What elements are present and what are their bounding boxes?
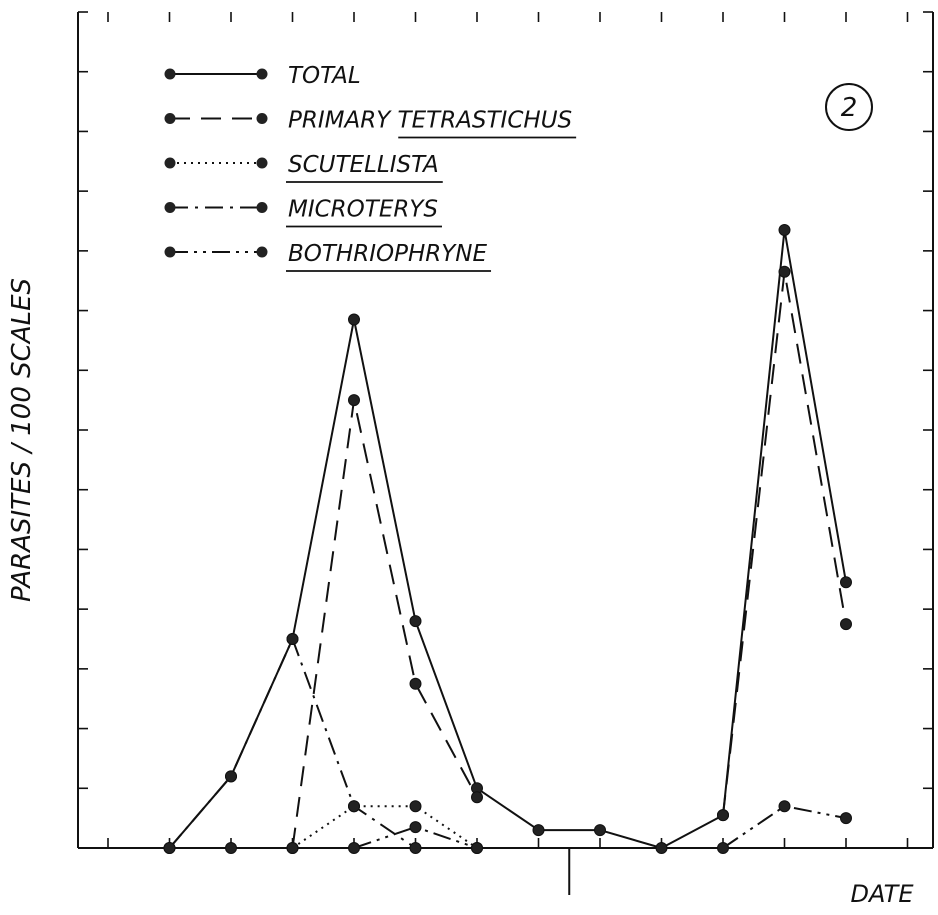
data-points <box>163 223 852 854</box>
data-point <box>286 842 299 854</box>
series-line-5 <box>722 270 847 816</box>
data-point <box>655 842 668 854</box>
x-axis-label: DATE <box>851 880 915 908</box>
panel-label: 2 <box>825 83 873 131</box>
data-point <box>717 809 729 822</box>
data-point <box>409 842 422 854</box>
legend-swatch-point <box>256 157 268 169</box>
series-line-2 <box>291 805 478 849</box>
data-point <box>409 615 422 628</box>
series-lines <box>168 229 847 849</box>
legend-swatch-point <box>164 246 176 258</box>
data-point <box>286 633 299 645</box>
axis-labels: PARASITES / 100 SCALES DATE <box>7 278 914 908</box>
series-line-4 <box>353 826 478 849</box>
data-point <box>840 618 852 631</box>
data-point <box>163 842 176 854</box>
data-point <box>348 842 360 854</box>
legend-label-text: SCUTELLISTA <box>288 152 439 178</box>
legend-label-text: PRIMARY <box>288 108 392 134</box>
data-point <box>594 824 606 837</box>
series-line-1 <box>231 399 478 849</box>
data-point <box>840 576 852 589</box>
data-point <box>409 800 422 813</box>
y-axis-label: PARASITES / 100 SCALES <box>7 278 37 602</box>
legend-label: TOTAL <box>288 63 361 89</box>
legend-label-underlined-text: TETRASTICHUS <box>390 108 572 134</box>
legend-swatch-point <box>256 68 268 80</box>
data-point <box>717 842 729 854</box>
data-point <box>778 223 791 236</box>
data-point <box>348 394 360 407</box>
legend-label: PRIMARY TETRASTICHUS <box>288 108 572 134</box>
legend-label: SCUTELLISTA <box>288 152 439 178</box>
data-point <box>840 812 852 825</box>
legend-label-text: BOTHRIOPHRYNE <box>288 241 487 267</box>
legend-swatch-point <box>164 157 176 169</box>
legend-label-text: TOTAL <box>288 63 361 89</box>
panel-label-text: 2 <box>841 93 858 123</box>
data-point <box>348 800 360 813</box>
legend-swatch-point <box>164 68 176 80</box>
legend-label: BOTHRIOPHRYNE <box>288 241 487 267</box>
legend-swatch-point <box>164 202 176 213</box>
legend-label-text: MICROTERYS <box>288 197 438 223</box>
data-point <box>225 842 237 854</box>
legend-swatch-point <box>256 202 268 213</box>
series-line-6 <box>722 805 847 849</box>
data-point <box>471 791 483 804</box>
legend-label: MICROTERYS <box>288 197 438 223</box>
series-line-0 <box>168 229 847 849</box>
data-point <box>409 677 422 690</box>
plot-frame <box>77 12 934 895</box>
data-point <box>532 824 545 837</box>
data-point <box>778 800 791 813</box>
series-line-3 <box>168 638 417 849</box>
panel-label-circle <box>825 83 873 131</box>
legend-swatch-point <box>256 246 268 258</box>
data-point <box>225 770 237 783</box>
legend-swatch-point <box>256 113 268 124</box>
data-point <box>409 821 422 834</box>
legend-swatch-point <box>164 113 176 124</box>
legend: TOTAL PRIMARY TETRASTICHUS SCUTELLISTA MICR… <box>164 63 577 272</box>
data-point <box>471 842 483 854</box>
data-point <box>778 265 791 278</box>
data-point <box>348 313 360 326</box>
